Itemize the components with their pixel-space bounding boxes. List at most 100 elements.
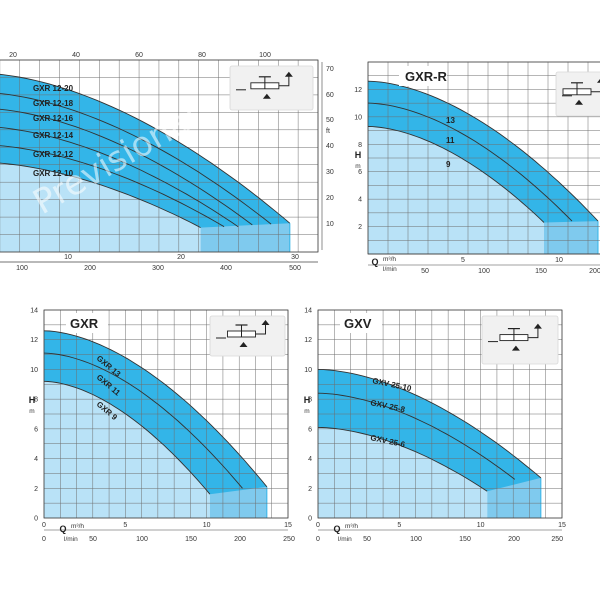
x-l-tick-label: 250 bbox=[551, 536, 563, 543]
y-tick-label: 10 bbox=[304, 367, 312, 374]
series-line bbox=[0, 162, 201, 228]
x-l-tick-label: 50 bbox=[421, 268, 429, 275]
pump-diagram-icon bbox=[481, 315, 559, 365]
series-line bbox=[317, 392, 516, 480]
x-l-tick-label: 300 bbox=[152, 265, 164, 272]
series-line bbox=[367, 126, 545, 223]
area-fill-light bbox=[44, 381, 210, 518]
icon-pipe-out bbox=[255, 324, 266, 335]
y-tick-label: 8 bbox=[308, 397, 312, 404]
x-axis-unit: m³/h bbox=[71, 523, 84, 530]
arrow-up-icon bbox=[597, 79, 600, 83]
area-fill-light bbox=[368, 126, 544, 254]
title-backdrop bbox=[66, 313, 108, 333]
y-axis-label: H bbox=[355, 150, 362, 160]
x-l-tick-label: 100 bbox=[16, 265, 28, 272]
series-line bbox=[317, 426, 488, 492]
series-label: 9 bbox=[446, 160, 451, 169]
plot-frame bbox=[317, 309, 563, 519]
area-band bbox=[318, 369, 541, 492]
series-label: 13 bbox=[446, 116, 455, 125]
icon-pipe-out bbox=[527, 327, 539, 339]
x-l-tick-label: 500 bbox=[289, 265, 301, 272]
x-l-tick-label: 150 bbox=[535, 268, 547, 275]
arrow-up-icon bbox=[533, 323, 542, 329]
y-axis-unit: m bbox=[29, 408, 34, 415]
x-l-tick-label: 50 bbox=[89, 536, 97, 543]
y-tick-label: 4 bbox=[34, 456, 38, 463]
pump-diagram-icon bbox=[555, 71, 600, 117]
x-axis-unit: m³/h bbox=[383, 256, 396, 263]
arrow-up-icon bbox=[575, 99, 583, 105]
x-top-tick-label: 80 bbox=[198, 52, 206, 59]
y-ft-tick-label: 70 bbox=[326, 66, 334, 73]
chart-panel-1: 13 11 9 GXR-R 2 4 6 8 10 12 Hm Q m³/h l/min 5 10 50 100 15… bbox=[354, 61, 600, 275]
plot-frame bbox=[0, 59, 319, 253]
icon-pipe-out bbox=[278, 75, 290, 87]
series-label: 11 bbox=[446, 136, 455, 145]
series-line bbox=[0, 93, 272, 225]
chart-title: GXR bbox=[70, 316, 99, 331]
arrow-up-icon bbox=[262, 93, 271, 99]
arrow-up-icon bbox=[511, 345, 520, 351]
x-q-tick-label: 5 bbox=[397, 522, 401, 529]
x-axis-label: Q bbox=[371, 257, 378, 267]
y-tick-label: 4 bbox=[358, 197, 362, 204]
x-top-tick-label: 100 bbox=[259, 52, 271, 59]
x-l-tick-label: 150 bbox=[185, 536, 197, 543]
y-axis-label: H bbox=[304, 395, 311, 405]
series-line bbox=[367, 80, 599, 222]
x-top-tick-label: 20 bbox=[9, 52, 17, 59]
y-tick-label: 14 bbox=[304, 308, 312, 315]
x-l-tick-label: 0 bbox=[316, 536, 320, 543]
y-ft-tick-label: 30 bbox=[326, 169, 334, 176]
x-l-tick-label: 100 bbox=[478, 268, 490, 275]
plot-frame bbox=[43, 309, 289, 519]
x-l-tick-label: 50 bbox=[363, 536, 371, 543]
x-axis-unit-lmin: l/min bbox=[338, 536, 352, 543]
x-l-tick-label: 200 bbox=[84, 265, 96, 272]
x-l-tick-label: 200 bbox=[234, 536, 246, 543]
series-line bbox=[317, 368, 542, 479]
y-tick-label: 12 bbox=[304, 337, 312, 344]
x-top-tick-label: 60 bbox=[135, 52, 143, 59]
icon-pipe-out bbox=[591, 91, 600, 93]
x-q-tick-label: 5 bbox=[461, 257, 465, 264]
y-tick-label: 8 bbox=[358, 142, 362, 149]
y-axis-unit: m bbox=[304, 408, 309, 415]
y-tick-label: 6 bbox=[34, 426, 38, 433]
arrow-up-icon bbox=[261, 320, 270, 325]
x-q-tick-label: 20 bbox=[177, 254, 185, 261]
y-tick-label: 2 bbox=[308, 486, 312, 493]
x-q-tick-label: 10 bbox=[64, 254, 72, 261]
x-q-tick-label: 0 bbox=[316, 522, 320, 529]
arrow-up-icon bbox=[284, 71, 293, 77]
x-l-tick-label: 400 bbox=[220, 265, 232, 272]
x-q-tick-label: 10 bbox=[555, 257, 563, 264]
title-backdrop bbox=[399, 66, 447, 86]
chart-title: GXR-R bbox=[405, 69, 448, 84]
series-line bbox=[367, 102, 573, 222]
chart-panel-0: GXR 12-20 GXR 12-18 GXR 12-16 GXR 12-14 GXR … bbox=[0, 52, 334, 272]
x-q-tick-label: 15 bbox=[558, 522, 566, 529]
y-tick-label: 2 bbox=[34, 486, 38, 493]
series-label: GXR 12-18 bbox=[33, 99, 74, 108]
x-axis-label: Q bbox=[59, 524, 66, 534]
y-tick-label: 0 bbox=[34, 516, 38, 523]
y-ft-tick-label: 20 bbox=[326, 195, 334, 202]
x-q-tick-label: 10 bbox=[477, 522, 485, 529]
series-line bbox=[43, 330, 268, 488]
title-backdrop bbox=[340, 313, 382, 333]
x-q-tick-label: 15 bbox=[284, 522, 292, 529]
series-label: GXR 12-14 bbox=[33, 131, 74, 140]
pump-diagram-icon bbox=[229, 65, 314, 111]
y-ft-tick-label: 40 bbox=[326, 143, 334, 150]
area-band bbox=[0, 74, 290, 228]
y-tick-label: 14 bbox=[30, 308, 38, 315]
y-ft-tick-label: 60 bbox=[326, 92, 334, 99]
series-line bbox=[0, 108, 253, 226]
y-axis-label: H bbox=[29, 395, 36, 405]
x-l-tick-label: 200 bbox=[589, 268, 600, 275]
